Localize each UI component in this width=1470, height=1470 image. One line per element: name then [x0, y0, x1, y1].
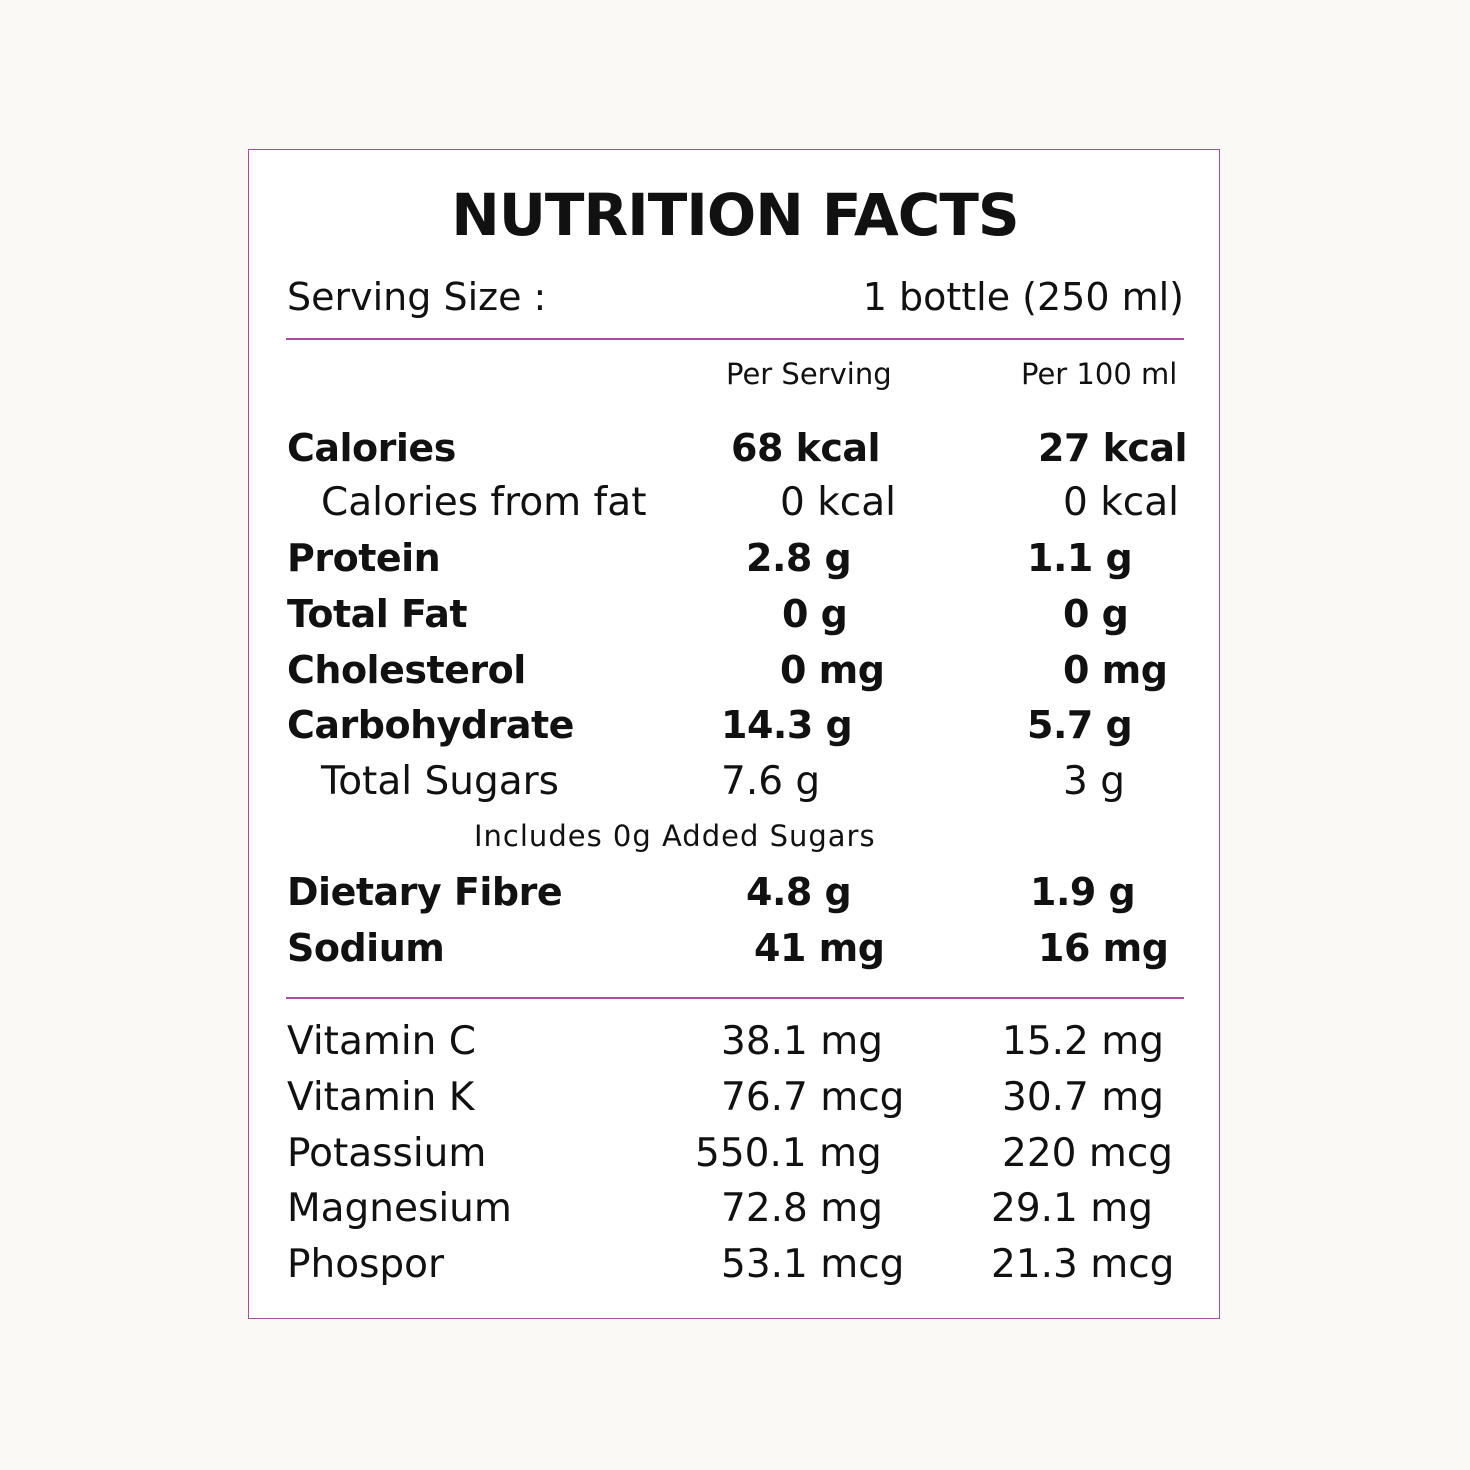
row-magnesium: Magnesium 72.8 mg 29.1 mg: [0, 1184, 1470, 1234]
per-100ml-value: 21.3 mcg: [991, 1242, 1175, 1287]
per-100ml-value: 0 mg: [1063, 648, 1168, 692]
column-header-per-100ml: Per 100 ml: [1021, 357, 1178, 391]
per-100ml-value: 27 kcal: [1038, 426, 1188, 470]
per-100ml-value: 0 kcal: [1063, 480, 1179, 525]
per-100ml-value: 15.2 mg: [1002, 1019, 1164, 1064]
per-100ml-value: 3 g: [1063, 759, 1125, 804]
per-100ml-value: 5.7 g: [1027, 703, 1133, 747]
divider: [286, 338, 1184, 340]
per-serving-value: 2.8 g: [746, 536, 852, 580]
per-100ml-value: 16 mg: [1038, 926, 1169, 970]
nutrient-label: Calories: [287, 426, 456, 470]
per-serving-value: 0 kcal: [780, 480, 896, 525]
row-dietary-fibre: Dietary Fibre 4.8 g 1.9 g: [0, 867, 1470, 917]
per-serving-value: 72.8 mg: [721, 1186, 883, 1231]
per-100ml-value: 30.7 mg: [1002, 1075, 1164, 1120]
row-calories: Calories 68 kcal 27 kcal: [0, 423, 1470, 473]
per-serving-value: 7.6 g: [721, 759, 821, 804]
nutrient-label: Dietary Fibre: [287, 870, 563, 914]
per-100ml-value: 1.9 g: [1030, 870, 1136, 914]
serving-size-value: 1 bottle (250 ml): [862, 275, 1184, 319]
per-serving-value: 4.8 g: [746, 870, 852, 914]
per-serving-value: 53.1 mcg: [721, 1242, 905, 1287]
row-protein: Protein 2.8 g 1.1 g: [0, 533, 1470, 583]
nutrient-label: Total Sugars: [321, 759, 559, 804]
row-potassium: Potassium 550.1 mg 220 mcg: [0, 1129, 1470, 1179]
per-serving-value: 76.7 mcg: [721, 1075, 905, 1120]
nutrient-label: Protein: [287, 536, 441, 580]
row-total-fat: Total Fat 0 g 0 g: [0, 589, 1470, 639]
nutrient-label: Carbohydrate: [287, 703, 574, 747]
page-title: NUTRITION FACTS: [451, 181, 1019, 249]
row-calories-from-fat: Calories from fat 0 kcal 0 kcal: [0, 478, 1470, 528]
nutrient-label: Calories from fat: [321, 480, 647, 525]
per-serving-value: 550.1 mg: [695, 1131, 882, 1176]
nutrient-label: Phospor: [287, 1242, 445, 1287]
per-serving-value: 38.1 mg: [721, 1019, 883, 1064]
row-total-sugars: Total Sugars 7.6 g 3 g: [0, 757, 1470, 807]
serving-size-label: Serving Size :: [287, 275, 547, 319]
divider: [286, 997, 1184, 999]
per-serving-value: 41 mg: [754, 926, 885, 970]
row-cholesterol: Cholesterol 0 mg 0 mg: [0, 645, 1470, 695]
added-sugars-note: Includes 0g Added Sugars: [474, 819, 876, 853]
per-100ml-value: 29.1 mg: [991, 1186, 1153, 1231]
nutrient-label: Potassium: [287, 1131, 487, 1176]
nutrient-label: Total Fat: [287, 592, 468, 636]
row-vitamin-c: Vitamin C 38.1 mg 15.2 mg: [0, 1017, 1470, 1067]
row-vitamin-k: Vitamin K 76.7 mcg 30.7 mg: [0, 1073, 1470, 1123]
row-phospor: Phospor 53.1 mcg 21.3 mcg: [0, 1240, 1470, 1290]
nutrient-label: Sodium: [287, 926, 445, 970]
per-100ml-value: 1.1 g: [1027, 536, 1133, 580]
per-serving-value: 0 g: [782, 592, 848, 636]
nutrient-label: Cholesterol: [287, 648, 526, 692]
per-serving-value: 14.3 g: [721, 703, 853, 747]
nutrition-panel: [248, 149, 1220, 1319]
row-carbohydrate: Carbohydrate 14.3 g 5.7 g: [0, 700, 1470, 750]
column-header-per-serving: Per Serving: [726, 357, 892, 391]
per-100ml-value: 220 mcg: [1002, 1131, 1174, 1176]
per-serving-value: 68 kcal: [731, 426, 881, 470]
per-serving-value: 0 mg: [780, 648, 885, 692]
nutrient-label: Vitamin K: [287, 1075, 475, 1120]
row-sodium: Sodium 41 mg 16 mg: [0, 923, 1470, 973]
nutrient-label: Vitamin C: [287, 1019, 477, 1064]
per-100ml-value: 0 g: [1063, 592, 1129, 636]
nutrient-label: Magnesium: [287, 1186, 512, 1231]
